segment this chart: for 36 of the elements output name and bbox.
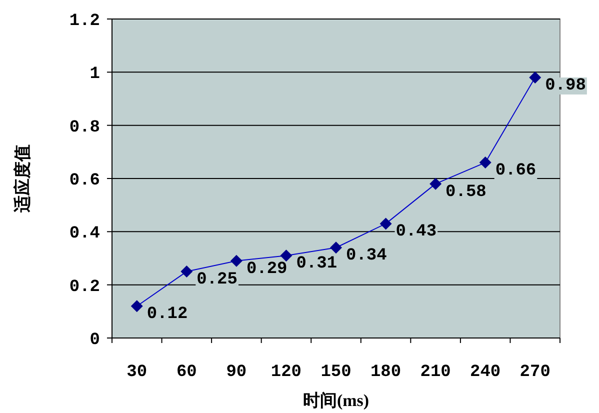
data-label: 0.12 [146,305,188,324]
point [479,156,492,169]
data-label: 0.58 [446,182,486,202]
y-tick-label: 0.2 [69,278,100,297]
y-tick-label: 1.2 [69,12,100,31]
y-tick-label: 0.6 [69,172,100,190]
point [130,300,143,312]
x-tick-label: 240 [470,363,501,382]
point [280,250,292,262]
x-tick-label: 120 [270,363,302,382]
data-label: 0.31 [296,254,338,274]
x-tick-label: 180 [370,363,402,382]
point [180,266,193,278]
data-label: 0.29 [246,260,288,279]
point [230,254,242,267]
data-label: 0.98 [545,76,586,96]
data-label: 0.34 [346,246,387,266]
x-tick-label: 210 [420,363,451,382]
data-label: 0.43 [396,222,437,242]
x-axis-title: 时间(ms) [302,391,370,410]
data-label: 0.25 [196,270,238,290]
y-tick-label: 1 [90,65,100,84]
point [380,218,392,230]
x-tick-label: 30 [126,363,148,382]
x-tick-label: 90 [226,363,247,382]
point [430,178,442,190]
x-tick-label: 150 [320,363,352,382]
y-tick-label: 0.8 [69,118,100,138]
point [529,71,542,84]
y-axis-title: 适应度值 [13,144,32,214]
data-label: 0.66 [495,162,536,181]
x-tick-label: 270 [520,363,550,382]
x-tick-label: 60 [176,363,197,382]
point [330,242,342,254]
y-tick-label: 0 [90,331,100,350]
y-tick-label: 0.4 [69,224,100,244]
